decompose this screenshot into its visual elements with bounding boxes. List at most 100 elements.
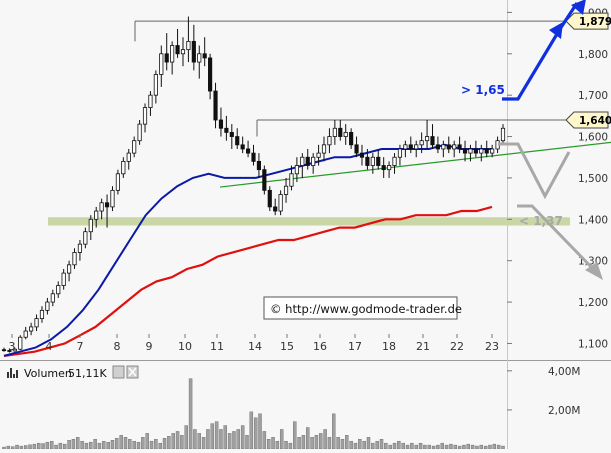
y-tick-label: 1,100 — [578, 338, 608, 350]
candle-body — [180, 49, 186, 55]
candle-body — [45, 301, 50, 311]
candle — [45, 297, 50, 315]
volume-bar — [284, 440, 288, 450]
candle — [99, 198, 104, 220]
y-tick-label: 1,400 — [578, 214, 608, 226]
volume-bar — [184, 425, 188, 450]
copyright-text: © http://www.godmode-trader.de — [270, 302, 462, 316]
x-tick-label: 7 — [77, 340, 84, 353]
candle — [321, 136, 327, 162]
x-tick-label: 8 — [114, 340, 121, 353]
x-tick-label: 18 — [382, 340, 396, 353]
candle — [50, 289, 55, 307]
volume-bar — [158, 442, 162, 450]
candle-body — [251, 152, 256, 162]
candle-body — [132, 140, 137, 154]
volume-bar — [232, 431, 236, 450]
candle — [446, 136, 451, 154]
x-tick-label: 23 — [485, 340, 499, 353]
candle-body — [273, 206, 278, 212]
candle-body — [370, 156, 375, 166]
candle-body — [479, 148, 484, 154]
volume-bar — [366, 437, 371, 450]
candle — [484, 140, 489, 158]
candle-body — [245, 148, 251, 154]
y-tick-label: 1,800 — [578, 49, 608, 61]
candle-body — [110, 189, 115, 208]
candle — [457, 136, 462, 154]
volume-bar — [110, 440, 115, 450]
candle — [452, 140, 457, 158]
candle-body — [278, 194, 283, 212]
volume-bar — [93, 439, 97, 450]
volume-settings-icon — [112, 365, 125, 379]
volume-bar — [219, 429, 223, 450]
volume-bar — [266, 439, 271, 450]
candle — [153, 70, 158, 104]
candle — [61, 268, 66, 290]
volume-bar — [36, 442, 41, 450]
volume-bar — [45, 441, 50, 450]
candle — [191, 24, 196, 71]
candle-body — [446, 144, 451, 150]
candle — [12, 347, 17, 352]
volume-bar — [63, 443, 67, 450]
candle — [462, 140, 468, 162]
volume-bar — [301, 435, 306, 450]
candle — [251, 144, 256, 166]
candle-body — [283, 185, 289, 195]
candle — [278, 190, 283, 216]
volume-bar — [436, 444, 440, 450]
candle-body — [441, 144, 446, 150]
candle — [110, 186, 115, 212]
y-tick-label: 1,500 — [578, 173, 608, 185]
candle — [142, 103, 148, 133]
candle-body — [349, 132, 354, 146]
candle — [441, 140, 446, 158]
candle-body — [490, 148, 495, 154]
candle — [170, 41, 175, 75]
candle-body — [56, 285, 61, 295]
volume-bar — [240, 425, 245, 450]
candle-body — [83, 231, 88, 245]
candle-body — [468, 148, 473, 154]
volume-bar — [132, 440, 136, 450]
volume-bar — [375, 440, 379, 450]
candle — [403, 140, 408, 158]
candle — [235, 128, 240, 149]
candle — [267, 186, 272, 212]
candle-body — [12, 348, 17, 352]
volume-y-tick-label: 2,00M — [548, 405, 580, 417]
candle — [18, 335, 23, 351]
bullish-arrowhead — [549, 22, 563, 39]
candle — [473, 140, 478, 158]
candle — [104, 194, 110, 228]
candle — [197, 45, 202, 79]
candle — [430, 124, 435, 149]
candle-body — [403, 144, 408, 150]
candle-body — [34, 318, 39, 328]
candle — [77, 240, 83, 261]
y-tick-label: 1,600 — [578, 132, 608, 144]
volume-bar — [388, 444, 392, 450]
candle — [34, 314, 39, 332]
candle — [245, 140, 251, 158]
volume-bar — [340, 439, 345, 450]
candle-body — [115, 173, 120, 191]
candle-body — [311, 156, 316, 166]
volume-bar — [327, 437, 332, 450]
volume-bar — [271, 437, 275, 450]
candle — [67, 260, 72, 282]
candle-body — [359, 152, 365, 158]
candle-body — [153, 74, 158, 96]
candle-body — [229, 132, 234, 137]
volume-bar — [349, 440, 353, 450]
volume-bar — [275, 440, 280, 450]
volume-bar — [336, 437, 340, 450]
candle-body — [419, 140, 424, 146]
trendline — [219, 141, 611, 188]
volume-bar — [427, 444, 431, 450]
volume-value: 51,11K — [68, 367, 107, 380]
candle — [121, 157, 126, 178]
volume-icon — [7, 368, 18, 378]
